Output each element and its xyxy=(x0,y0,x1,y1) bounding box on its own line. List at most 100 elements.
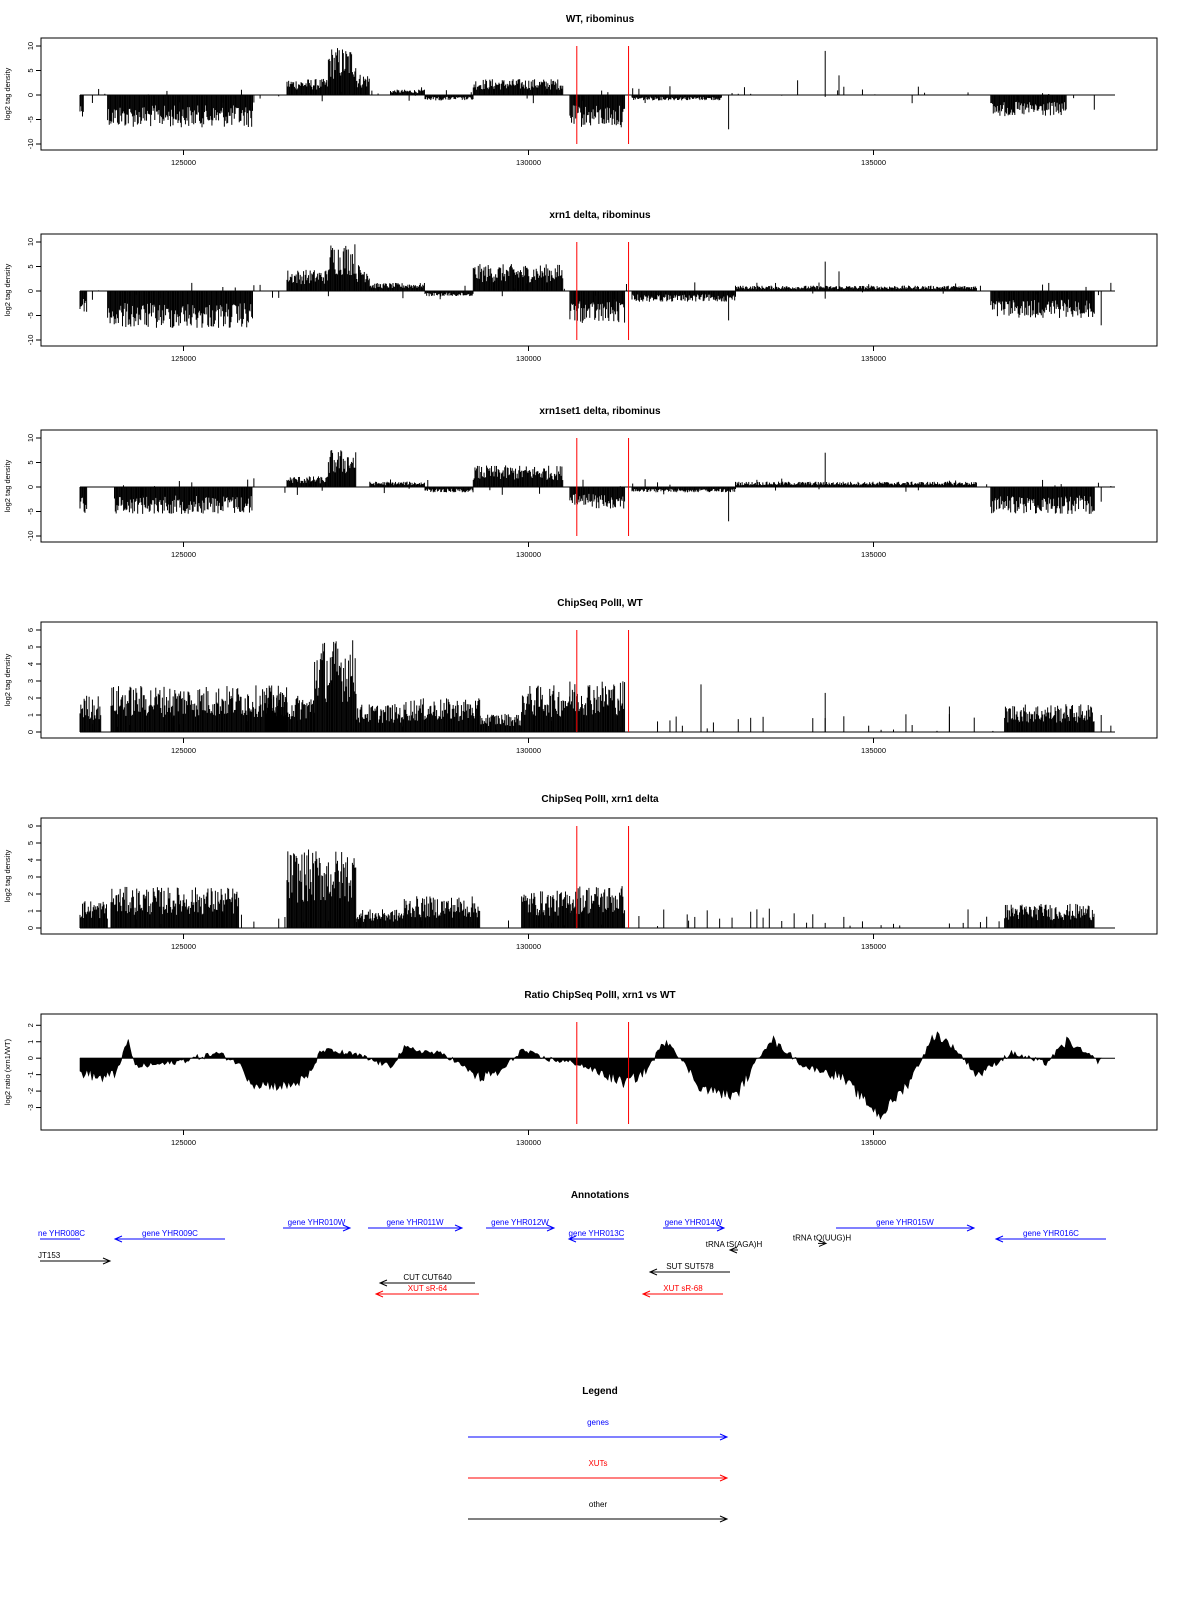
y-tick-label: 3 xyxy=(26,875,35,879)
data-bars xyxy=(79,640,1112,732)
annotation-label: gene YHR009C xyxy=(142,1229,198,1238)
y-tick-label-group: 10 xyxy=(26,434,35,442)
y-axis-label: log2 tag density xyxy=(3,849,12,902)
y-tick-label-group: 1 xyxy=(26,1040,35,1044)
x-tick-label: 135000 xyxy=(861,1138,886,1147)
plot-frame xyxy=(40,817,1158,935)
plot-frame xyxy=(40,233,1158,347)
arrow-head-left xyxy=(567,1235,577,1243)
arrow-head-left xyxy=(113,1235,123,1243)
y-tick-label-group: -10 xyxy=(26,335,35,346)
y-tick-label: 6 xyxy=(26,824,35,828)
arrow-head-left xyxy=(728,1246,738,1254)
y-tick-label-group: -10 xyxy=(26,531,35,542)
x-tick-label: 125000 xyxy=(171,354,196,363)
y-tick-label-group: 0 xyxy=(26,93,35,97)
y-tick-label-group: -5 xyxy=(26,312,35,319)
arrow-head-right xyxy=(966,1224,976,1232)
y-tick-label-group: 10 xyxy=(26,42,35,50)
annotation-gene: gene YHR014W xyxy=(663,1218,726,1232)
chart-panel-2: xrn1 delta, ribominus log2 tag density -10… xyxy=(3,210,1158,363)
annotation-other: tRNA tQ(UUG)H xyxy=(793,1233,851,1247)
y-tick-label-group: -5 xyxy=(26,116,35,123)
annotation-label: gene YHR011W xyxy=(386,1218,444,1227)
y-tick-label: -10 xyxy=(26,531,35,542)
ylabel-group: log2 ratio (xrn1/WT) xyxy=(3,1038,12,1105)
y-tick-label-group: 4 xyxy=(26,858,35,862)
y-tick-label: -10 xyxy=(26,139,35,150)
y-tick-label-group: -10 xyxy=(26,139,35,150)
y-tick-label: 0 xyxy=(26,926,35,930)
arrow-head-right xyxy=(716,1224,726,1232)
x-tick-label: 130000 xyxy=(516,158,541,167)
x-tick-label: 130000 xyxy=(516,354,541,363)
y-tick-label: 1 xyxy=(26,1040,35,1044)
x-tick-label: 135000 xyxy=(861,746,886,755)
x-tick-label: 135000 xyxy=(861,158,886,167)
x-tick-label: 125000 xyxy=(171,158,196,167)
chart-title: ChipSeq PolII, WT xyxy=(557,598,643,609)
y-tick-label-group: 0 xyxy=(26,289,35,293)
x-tick-label: 135000 xyxy=(861,550,886,559)
annotation-gene: ne YHR008C xyxy=(38,1229,85,1240)
annotation-label: gene YHR010W xyxy=(288,1218,346,1227)
chart-panel-6: Ratio ChipSeq PolII, xrn1 vs WT log2 rati… xyxy=(3,990,1158,1147)
x-tick-label: 125000 xyxy=(171,746,196,755)
chart-panel-5: ChipSeq PolII, xrn1 delta log2 tag densit… xyxy=(3,794,1158,951)
y-tick-label: -3 xyxy=(26,1104,35,1111)
y-tick-label-group: 0 xyxy=(26,926,35,930)
y-tick-label-group: 0 xyxy=(26,485,35,489)
y-tick-label: 2 xyxy=(26,696,35,700)
annotation-label: tRNA tS(AGA)H xyxy=(706,1240,763,1249)
y-axis-label: log2 tag density xyxy=(3,653,12,706)
y-tick-label: -2 xyxy=(26,1088,35,1095)
annotation-gene: gene YHR009C xyxy=(113,1229,225,1243)
y-tick-label-group: 2 xyxy=(26,892,35,896)
y-tick-label: 0 xyxy=(26,1056,35,1060)
ratio-area xyxy=(79,1031,1102,1120)
y-tick-label: 1 xyxy=(26,909,35,913)
annotation-label: gene YHR012W xyxy=(491,1218,549,1227)
y-tick-label-group: -5 xyxy=(26,508,35,515)
y-tick-label-group: 5 xyxy=(26,460,35,464)
y-tick-label-group: 1 xyxy=(26,713,35,717)
arrow-head-right xyxy=(546,1224,556,1232)
y-tick-label-group: 1 xyxy=(26,909,35,913)
y-axis-label: log2 ratio (xrn1/WT) xyxy=(3,1038,12,1105)
x-tick-label: 135000 xyxy=(861,942,886,951)
y-tick-label: -5 xyxy=(26,312,35,319)
y-tick-label: -10 xyxy=(26,335,35,346)
chart-title: xrn1set1 delta, ribominus xyxy=(539,406,661,417)
arrow-head-right xyxy=(818,1239,828,1247)
data-bars xyxy=(79,849,1095,928)
chart-panel-4: ChipSeq PolII, WT log2 tag density 0 1 2 3 4 5 6… xyxy=(3,598,1158,755)
y-tick-label: -1 xyxy=(26,1071,35,1078)
y-tick-label: 5 xyxy=(26,460,35,464)
ylabel-group: log2 tag density xyxy=(3,67,12,120)
annotation-gene: gene YHR010W xyxy=(283,1218,352,1232)
y-tick-label: -5 xyxy=(26,508,35,515)
x-tick-label: 125000 xyxy=(171,550,196,559)
y-tick-label-group: 2 xyxy=(26,1023,35,1027)
y-tick-label: 10 xyxy=(26,434,35,442)
y-tick-label: -5 xyxy=(26,116,35,123)
annotations-panel: Annotations ne YHR008C gene YHR009C gene YH… xyxy=(38,1190,1106,1298)
y-tick-label: 2 xyxy=(26,1023,35,1027)
x-tick-label: 130000 xyxy=(516,746,541,755)
plot-frame xyxy=(40,429,1158,543)
y-tick-label: 5 xyxy=(26,264,35,268)
y-tick-label: 4 xyxy=(26,858,35,862)
y-tick-label-group: 5 xyxy=(26,68,35,72)
y-tick-label-group: 6 xyxy=(26,628,35,632)
y-tick-label: 0 xyxy=(26,289,35,293)
annotations-title: Annotations xyxy=(571,1190,630,1201)
y-tick-label-group: 6 xyxy=(26,824,35,828)
chart-title: Ratio ChipSeq PolII, xrn1 vs WT xyxy=(524,990,675,1001)
y-tick-label-group: 2 xyxy=(26,696,35,700)
annotation-other: tRNA tS(AGA)H xyxy=(706,1240,763,1254)
y-tick-label: 0 xyxy=(26,93,35,97)
annotation-gene: gene YHR011W xyxy=(368,1218,464,1232)
y-axis-label: log2 tag density xyxy=(3,459,12,512)
y-tick-label: 5 xyxy=(26,645,35,649)
